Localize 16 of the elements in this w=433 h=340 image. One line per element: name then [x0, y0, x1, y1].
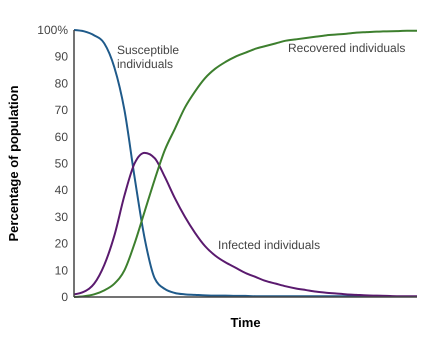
series-label: Infected individuals [218, 238, 320, 252]
x-axis-title: Time [230, 315, 261, 330]
y-tick-label: 60 [54, 130, 68, 144]
y-tick-label: 70 [54, 103, 68, 118]
y-tick-label: 40 [54, 183, 68, 198]
y-tick-label: 30 [54, 210, 68, 224]
y-tick-label: 90 [54, 50, 68, 64]
y-tick-label: 100% [37, 23, 68, 37]
y-tick-label: 0 [61, 290, 68, 304]
series-label: Susceptible individuals [117, 43, 180, 71]
series-label: Recovered individuals [288, 41, 406, 55]
y-tick-label: 20 [54, 236, 68, 251]
y-tick-label: 80 [54, 76, 68, 90]
y-axis-title: Percentage of population [6, 85, 21, 242]
y-tick-label: 10 [54, 263, 68, 278]
y-tick-label: 50 [54, 156, 68, 170]
